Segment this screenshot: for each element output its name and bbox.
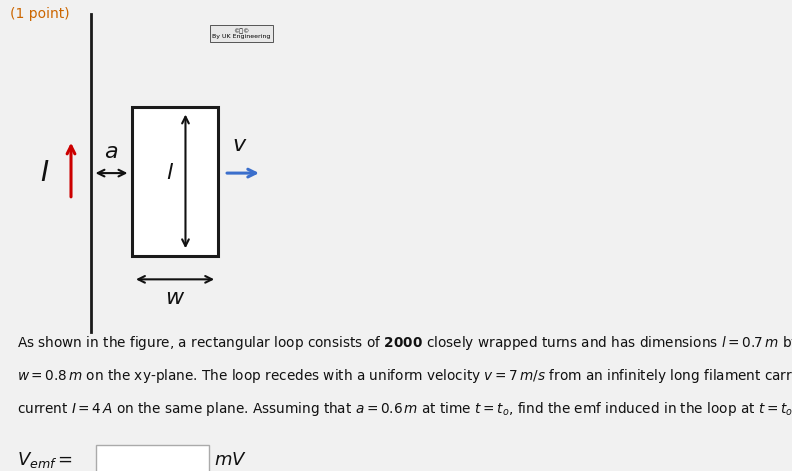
Text: $\mathit{a}$: $\mathit{a}$ bbox=[105, 141, 119, 162]
Text: ©ⓘ©
By UK Engineering: ©ⓘ© By UK Engineering bbox=[212, 28, 271, 40]
FancyBboxPatch shape bbox=[96, 445, 208, 471]
Text: $V_{emf} =$: $V_{emf} =$ bbox=[17, 450, 72, 470]
Text: $\mathit{v}$: $\mathit{v}$ bbox=[232, 135, 248, 155]
Text: As shown in the figure, a rectangular loop consists of $\mathbf{2000}$ closely w: As shown in the figure, a rectangular lo… bbox=[17, 334, 792, 352]
Bar bbox=[131, 107, 219, 256]
Text: $mV$: $mV$ bbox=[214, 451, 247, 469]
Text: $\mathit{I}$: $\mathit{I}$ bbox=[40, 159, 50, 187]
Text: $\mathit{w}$: $\mathit{w}$ bbox=[165, 288, 185, 308]
Text: (1 point): (1 point) bbox=[10, 7, 70, 21]
Text: $w = 0.8\,m$ on the xy-plane. The loop recedes with a uniform velocity $v = 7\,m: $w = 0.8\,m$ on the xy-plane. The loop r… bbox=[17, 367, 792, 385]
Text: $\mathit{l}$: $\mathit{l}$ bbox=[166, 163, 173, 183]
Text: current $I = 4\,A$ on the same plane. Assuming that $a = 0.6\,m$ at time $t = t_: current $I = 4\,A$ on the same plane. As… bbox=[17, 400, 792, 418]
